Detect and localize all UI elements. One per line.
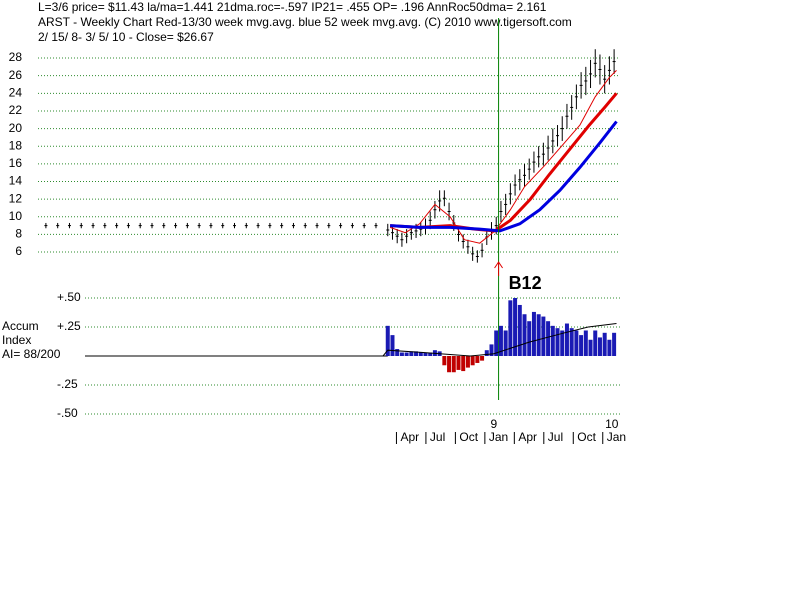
moving-average — [389, 70, 617, 244]
accum-bar — [498, 325, 503, 356]
year-label: 9 — [491, 417, 498, 431]
accum-bar — [550, 325, 555, 356]
accum-bar — [489, 344, 494, 356]
y-tick-label: 8 — [15, 227, 22, 241]
x-tick-label: Apr — [400, 430, 419, 444]
y-tick-label: 20 — [9, 121, 23, 135]
panel-label: Accum — [2, 319, 39, 333]
y-tick-label: +.50 — [57, 290, 81, 304]
accum-bar — [612, 332, 617, 356]
accum-bar — [503, 330, 508, 356]
accum-bar — [597, 337, 602, 356]
y-tick-label: 16 — [9, 156, 23, 170]
accum-bar — [583, 330, 588, 356]
accum-bar — [414, 351, 419, 356]
accum-bar — [470, 356, 475, 366]
x-tick-label: Oct — [577, 430, 596, 444]
accum-bar — [588, 339, 593, 356]
y-tick-label: 12 — [9, 191, 23, 205]
accum-bar — [409, 351, 414, 356]
x-tick-label: Jan — [489, 430, 508, 444]
header-line: 2/ 15/ 8- 3/ 5/ 10 - Close= $26.67 — [38, 30, 214, 44]
accum-bar — [555, 328, 560, 356]
accum-bar — [404, 352, 409, 356]
y-tick-label: 28 — [9, 50, 23, 64]
accum-bar — [385, 325, 390, 356]
y-tick-label: -.50 — [57, 406, 78, 420]
header-line: ARST - Weekly Chart Red-13/30 week mvg.a… — [38, 15, 572, 29]
accum-bar — [531, 311, 536, 356]
x-tick-label: Apr — [518, 430, 537, 444]
accum-bar — [465, 356, 470, 368]
y-tick-label: 18 — [9, 138, 23, 152]
y-tick-label: 22 — [9, 103, 23, 117]
accum-bar — [541, 316, 546, 356]
accum-bar — [428, 352, 433, 356]
accum-bar — [494, 330, 499, 356]
signal-label: B12 — [509, 273, 542, 293]
accum-bar — [527, 321, 532, 356]
accum-bar — [395, 349, 400, 356]
panel-label: Index — [2, 333, 31, 347]
accum-bar — [451, 356, 456, 373]
accum-bar — [607, 339, 612, 356]
accum-bar — [602, 332, 607, 356]
accum-bar — [508, 300, 513, 356]
year-label: 10 — [605, 417, 619, 431]
accum-bar — [442, 356, 447, 366]
moving-average — [390, 120, 618, 233]
accum-bar — [569, 328, 574, 356]
accum-bar — [560, 330, 565, 356]
accum-bar — [574, 330, 579, 356]
accum-bar — [423, 352, 428, 356]
accum-bar — [593, 330, 598, 356]
y-tick-label: 26 — [9, 68, 23, 82]
x-tick-label: Jul — [548, 430, 563, 444]
accum-bar — [399, 352, 404, 356]
accum-average — [87, 323, 617, 357]
x-tick-label: Jul — [430, 430, 445, 444]
accum-bar — [517, 304, 522, 356]
accum-bar — [447, 356, 452, 373]
accum-bar — [513, 298, 518, 356]
accum-bar — [484, 350, 489, 356]
accum-bar — [390, 335, 395, 356]
panel-label: AI= 88/200 — [2, 347, 61, 361]
y-tick-label: 10 — [9, 209, 23, 223]
header-line: L=3/6 price= $11.43 la/ma=1.441 21dma.ro… — [38, 0, 547, 14]
accum-bar — [564, 323, 569, 356]
x-tick-label: Oct — [459, 430, 478, 444]
accum-bar — [456, 356, 461, 370]
y-tick-label: 14 — [9, 174, 23, 188]
y-tick-label: 24 — [9, 85, 23, 99]
y-tick-label: 6 — [15, 244, 22, 258]
y-tick-label: +.25 — [57, 319, 81, 333]
y-tick-label: -.25 — [57, 377, 78, 391]
accum-bar — [480, 356, 485, 361]
accum-bar — [418, 352, 423, 356]
x-tick-label: Jan — [607, 430, 626, 444]
accum-bar — [546, 321, 551, 356]
accum-bar — [579, 335, 584, 356]
accum-bar — [536, 314, 541, 356]
accum-bar — [461, 356, 466, 372]
accum-bar — [475, 356, 480, 363]
accum-bar — [522, 314, 527, 356]
signal-arrow — [494, 261, 503, 276]
